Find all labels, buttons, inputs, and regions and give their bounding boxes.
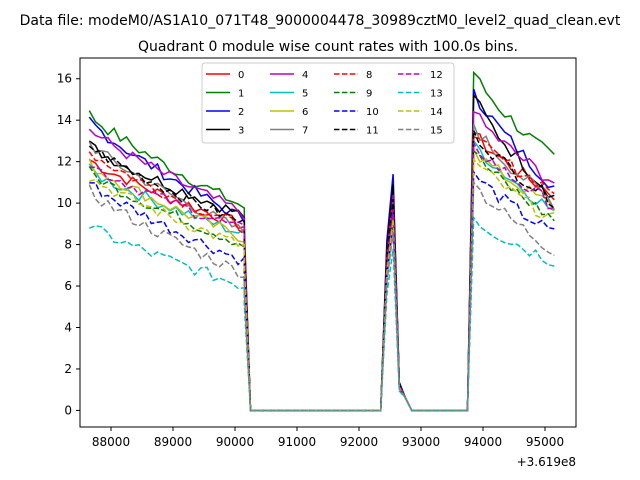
legend-label-11: 11	[366, 126, 379, 137]
x-tick-label: 88000	[92, 435, 130, 449]
series-line-4	[88, 110, 555, 412]
legend-label-3: 3	[238, 126, 244, 137]
legend-label-9: 9	[366, 89, 372, 100]
chart-suptitle: Data file: modeM0/AS1A10_071T48_90000044…	[20, 13, 621, 29]
axes-frame	[79, 57, 577, 428]
x-tick-label: 92000	[340, 435, 378, 449]
series-line-0	[88, 131, 555, 412]
legend-box	[201, 62, 455, 144]
x-tick-label: 89000	[154, 435, 192, 449]
x-tick-label: 93000	[402, 435, 440, 449]
series-line-10	[89, 169, 555, 412]
series-line-11	[88, 130, 555, 412]
series-line-1	[88, 70, 555, 412]
legend-label-8: 8	[366, 70, 372, 81]
y-tick-label: 2	[64, 362, 72, 376]
series-line-12	[89, 142, 555, 412]
chart-title: Quadrant 0 module wise count rates with …	[138, 39, 518, 55]
series-line-6	[88, 148, 555, 412]
legend-label-2: 2	[238, 107, 244, 118]
legend-label-0: 0	[238, 70, 244, 81]
series-line-15	[88, 180, 555, 412]
y-tick-label: 16	[57, 72, 72, 86]
series-line-14	[89, 157, 555, 412]
legend-label-6: 6	[302, 107, 308, 118]
x-tick-label: 90000	[216, 435, 254, 449]
series-line-13	[89, 215, 555, 412]
legend-label-14: 14	[430, 107, 443, 118]
y-tick-label: 12	[57, 155, 72, 169]
axis-ticks: 88000 89000 90000 91000 92000 93000 94000 95000…	[57, 72, 564, 449]
y-tick-label: 14	[57, 113, 72, 127]
x-tick-label: 91000	[278, 435, 316, 449]
legend-label-7: 7	[302, 126, 308, 137]
plot-area	[79, 57, 577, 428]
y-tick-label: 6	[64, 279, 72, 293]
y-tick-label: 10	[57, 196, 72, 210]
y-tick-label: 8	[64, 238, 72, 252]
x-axis-offset-label: +3.619e8	[517, 455, 576, 469]
legend-label-5: 5	[302, 89, 308, 100]
legend-label-1: 1	[238, 89, 244, 100]
legend-label-4: 4	[302, 70, 308, 81]
legend-label-12: 12	[430, 70, 443, 81]
y-tick-label: 4	[64, 320, 72, 334]
series-line-8	[88, 135, 555, 412]
series-group	[88, 70, 555, 412]
x-tick-label: 95000	[526, 435, 564, 449]
series-line-5	[88, 138, 555, 412]
y-tick-label: 0	[64, 403, 72, 417]
x-tick-label: 94000	[464, 435, 502, 449]
legend-label-13: 13	[430, 89, 443, 100]
legend-label-15: 15	[430, 126, 443, 137]
series-line-7	[88, 124, 555, 412]
legend-label-10: 10	[366, 107, 379, 118]
